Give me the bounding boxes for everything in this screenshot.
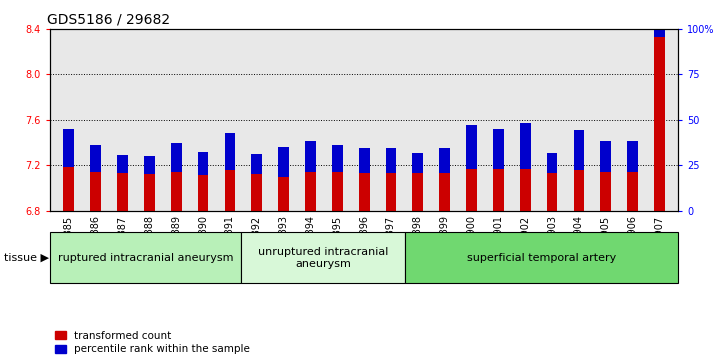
Bar	[251, 174, 262, 211]
Bar	[600, 141, 611, 172]
Bar	[573, 170, 584, 211]
Bar	[64, 129, 74, 167]
Bar	[413, 153, 423, 173]
Bar	[251, 154, 262, 174]
Bar	[520, 168, 531, 211]
Bar	[224, 133, 235, 170]
Bar	[493, 129, 504, 168]
Bar	[628, 172, 638, 211]
Bar	[278, 147, 289, 176]
Bar	[547, 153, 558, 173]
Bar	[198, 152, 208, 175]
Bar	[466, 125, 477, 168]
Bar	[493, 168, 504, 211]
Bar	[413, 173, 423, 211]
Bar	[171, 143, 181, 172]
Bar	[144, 174, 155, 211]
Bar	[439, 148, 450, 173]
Bar	[466, 168, 477, 211]
Bar	[520, 123, 531, 168]
Text: unruptured intracranial
aneurysm: unruptured intracranial aneurysm	[258, 247, 388, 269]
Bar	[332, 145, 343, 172]
Bar	[278, 176, 289, 211]
Text: tissue ▶: tissue ▶	[4, 253, 49, 263]
Bar	[358, 148, 370, 173]
Bar	[547, 173, 558, 211]
Bar	[654, 0, 665, 37]
Bar	[386, 148, 396, 173]
Bar	[358, 173, 370, 211]
Bar	[171, 172, 181, 211]
Text: superficial temporal artery: superficial temporal artery	[467, 253, 616, 263]
Text: ruptured intracranial aneurysm: ruptured intracranial aneurysm	[58, 253, 233, 263]
Bar	[386, 173, 396, 211]
Bar	[305, 172, 316, 211]
Bar	[224, 170, 235, 211]
Bar	[144, 156, 155, 174]
Bar	[573, 130, 584, 170]
Bar	[64, 167, 74, 211]
Bar	[117, 155, 128, 173]
Bar	[439, 173, 450, 211]
Bar	[628, 141, 638, 172]
Bar	[305, 141, 316, 172]
Bar	[117, 173, 128, 211]
Text: GDS5186 / 29682: GDS5186 / 29682	[47, 12, 170, 26]
Bar	[600, 172, 611, 211]
Legend: transformed count, percentile rank within the sample: transformed count, percentile rank withi…	[55, 331, 250, 354]
Bar	[90, 172, 101, 211]
Bar	[198, 175, 208, 211]
Bar	[332, 172, 343, 211]
Bar	[654, 37, 665, 211]
Bar	[90, 145, 101, 172]
